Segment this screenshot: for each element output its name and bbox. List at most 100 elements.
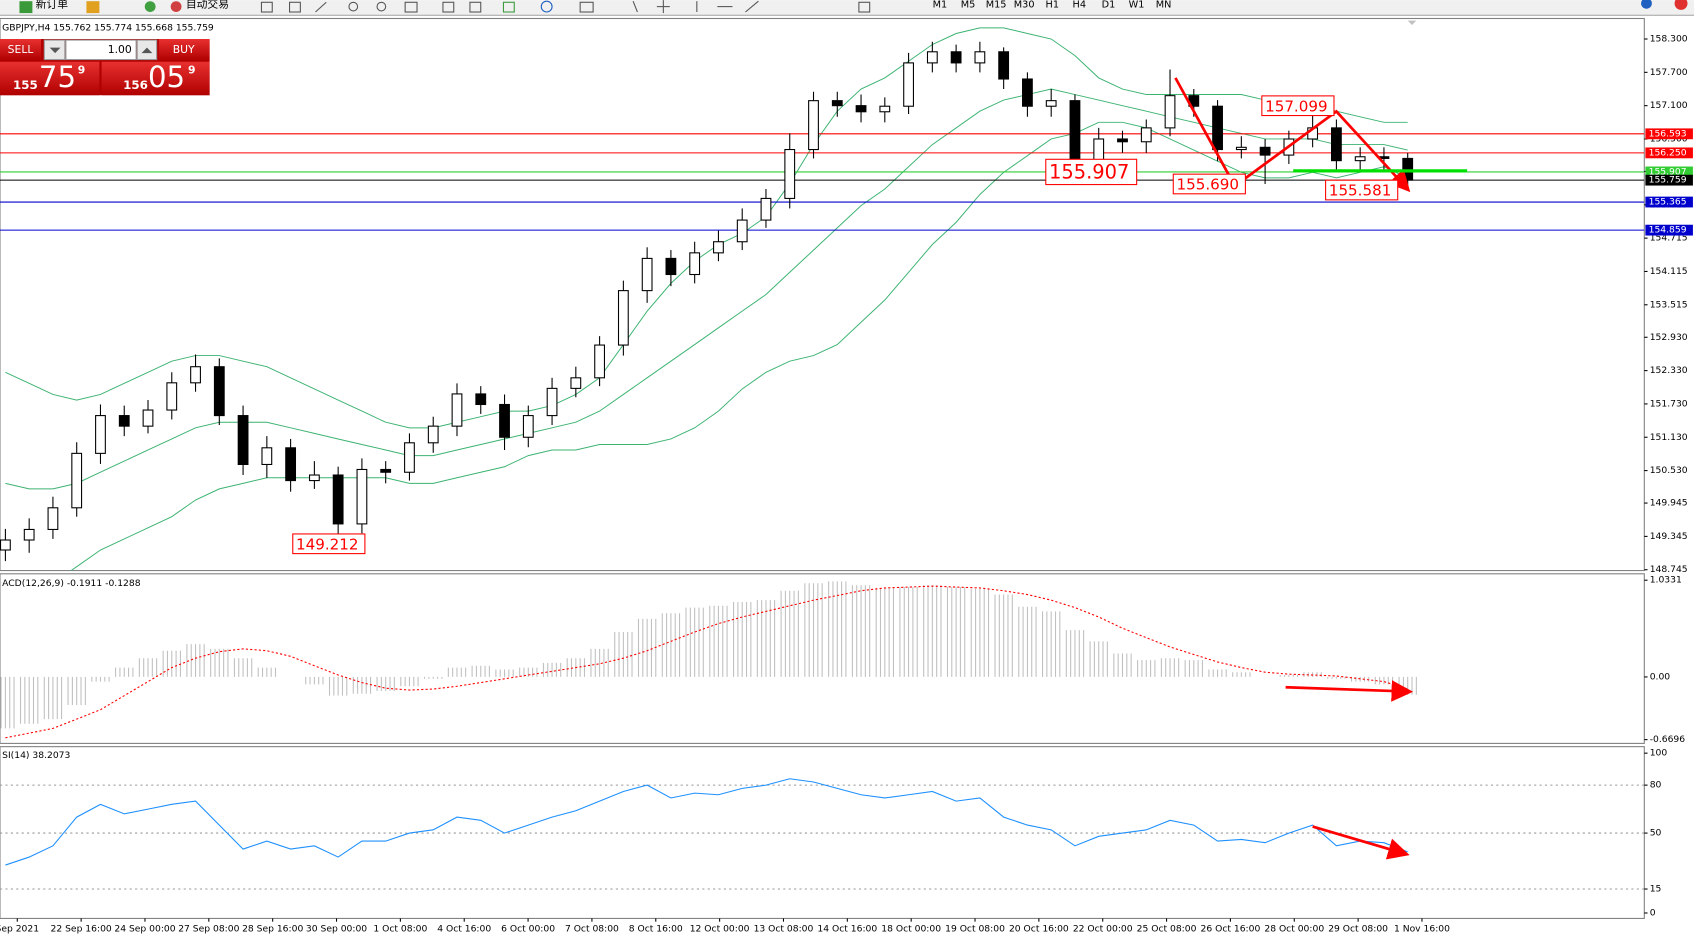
x-tick-label: 12 Oct 00:00 [690,924,750,935]
sell-button[interactable] [0,39,42,61]
lots-up-icon [141,47,153,54]
y-tick-label: 148.745 [1650,564,1688,575]
x-tick-label: 28 Oct 00:00 [1264,924,1324,935]
candle-body [1212,105,1223,151]
candle-body [118,415,130,427]
x-tick-label: 13 Oct 08:00 [754,924,814,935]
price-line-label-bg [1645,128,1693,140]
drawn-arrow [1285,680,1414,702]
y-tick-label: 100 [1650,748,1668,759]
x-tick-label: 6 Oct 00:00 [501,924,555,935]
timeframe-button[interactable]: M5 [961,0,976,10]
candle-body [166,382,178,411]
ask-pips: 05 [148,60,185,94]
candle-body [332,474,344,525]
candle-body [213,366,225,417]
timeframe-button[interactable]: D1 [1102,0,1116,10]
new-order-button[interactable]: 新订单 [36,0,69,10]
tool-icon[interactable] [469,1,482,13]
template-icon[interactable] [579,1,594,13]
candle-body [1045,100,1057,107]
buy-button-label[interactable]: BUY [173,43,195,56]
tool-icon[interactable] [442,1,455,13]
timeframe-button[interactable]: H1 [1046,0,1060,10]
price-line-label: 154.859 [1649,225,1687,236]
y-tick-label: -0.6696 [1650,734,1686,745]
timeframe-button[interactable]: MN [1156,0,1172,10]
trendline-icon[interactable] [745,0,759,13]
price-annotation-box [1261,95,1335,117]
cursor-icon[interactable] [632,1,638,13]
candle-body [903,62,914,107]
x-tick-label: 8 Oct 16:00 [629,924,683,935]
price-annotation: 157.099 [1265,97,1327,115]
timeframe-button[interactable]: H4 [1073,0,1086,10]
ask-price-box[interactable] [101,61,210,96]
x-tick-label: 19 Oct 08:00 [945,924,1005,935]
indicator-icon[interactable] [502,1,515,13]
x-tick-label: 28 Sep 16:00 [242,924,303,935]
zoom-out-icon[interactable] [376,1,387,12]
y-tick-label: 149.345 [1650,531,1688,542]
y-tick-label: 151.130 [1650,432,1688,443]
main-chart-frame [0,17,1645,572]
candle-body [190,366,201,384]
candle-body [237,415,249,466]
timeframe-button[interactable]: M15 [986,0,1007,10]
timeframe-button[interactable]: M1 [933,0,948,10]
new-order-icon[interactable] [19,1,33,14]
candle-body [1164,95,1176,129]
candle-body [831,100,843,107]
toolbar-icon[interactable] [144,1,156,13]
candle-body [617,290,629,346]
buy-button[interactable] [158,39,210,61]
search-icon[interactable] [1641,0,1652,9]
candle-body [285,447,297,482]
price-line-label-bg [1645,224,1693,236]
lots-value[interactable]: 1.00 [108,43,132,56]
candle-body [1259,146,1271,156]
candle-body [404,442,415,473]
zoom-in-icon[interactable] [348,1,359,12]
x-tick-label: 27 Sep 08:00 [178,924,239,935]
ask-big-figure: 156 [123,78,148,92]
y-tick-label: 1.0331 [1650,575,1682,586]
tool-icon[interactable] [315,1,327,13]
candle-body [736,219,748,243]
y-tick-label: 152.930 [1650,332,1688,343]
axes: 158.300157.700157.100156.500155.915155.3… [0,34,1693,935]
tool-icon[interactable] [288,1,301,13]
price-annotation-box [1045,158,1138,186]
candle-body [689,252,701,276]
toolbar-icon[interactable] [86,1,100,14]
drawn-arrow [1312,825,1410,860]
x-tick-label: Sep 2021 [0,924,39,935]
notification-icon[interactable] [1674,0,1688,10]
price-annotation: 155.907 [1049,161,1129,184]
candle-body [1069,100,1081,162]
price-line-label: 155.365 [1649,197,1687,208]
tool-icon[interactable] [404,1,418,13]
y-tick-label: 50 [1650,828,1662,839]
timeframe-button[interactable]: M30 [1014,0,1035,10]
x-tick-label: 1 Oct 08:00 [373,924,427,935]
bid-price-box[interactable] [0,61,100,96]
timeframe-button[interactable]: W1 [1129,0,1145,10]
drawn-objects [1174,77,1468,860]
price-annotation-box [1172,173,1246,195]
y-tick-label: 149.945 [1650,498,1688,509]
candle-body [47,507,59,530]
auto-trading-button[interactable]: 自动交易 [186,0,229,10]
candle-body [950,51,962,64]
period-icon[interactable] [540,0,553,13]
candle-body [522,415,534,438]
x-tick-label: 20 Oct 16:00 [1009,924,1069,935]
lots-field[interactable] [65,39,137,61]
auto-trading-icon[interactable] [170,1,182,13]
tool-icon[interactable] [260,1,273,13]
bid-big-figure: 155 [13,78,38,92]
candle-body [570,377,582,389]
text-label-icon[interactable] [858,1,871,13]
sell-button-label[interactable]: SELL [8,43,34,56]
y-tick-label: 15 [1650,884,1662,895]
